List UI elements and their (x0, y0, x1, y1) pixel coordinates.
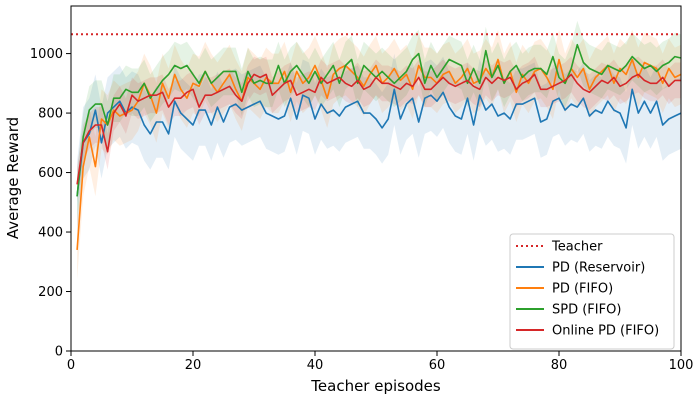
band-3 (77, 56, 682, 203)
legend: Teacher PD (Reservoir) PD (FIFO) SPD (FIFO)… (509, 233, 675, 350)
y-tick-label-2: 400 (38, 226, 63, 241)
series-line-2 (76, 43, 682, 197)
legend-label-3: SPD (FIFO) (552, 303, 621, 318)
y-tick-label-3: 600 (38, 166, 63, 181)
legend-label-2: PD (FIFO) (552, 282, 613, 297)
legend-box (509, 233, 675, 350)
y-axis-ticks: 0 200 400 600 800 1000 (30, 47, 71, 360)
y-tick-label-1: 200 (38, 285, 63, 300)
x-tick-label-0: 0 (67, 358, 75, 373)
x-axis-ticks: 0 20 40 60 80 100 (67, 351, 694, 373)
x-tick-label-3: 60 (429, 358, 446, 373)
y-tick-label-0: 0 (55, 345, 63, 360)
series-line-0 (76, 88, 682, 197)
band-1 (77, 29, 682, 280)
legend-label-0: Teacher (551, 240, 603, 255)
x-axis-label: Teacher episodes (310, 377, 441, 395)
y-tick-label-5: 1000 (30, 47, 63, 62)
plot-frame (70, 5, 682, 352)
series-lines (76, 43, 682, 250)
series-line-3 (76, 73, 681, 185)
x-tick-label-2: 40 (307, 358, 324, 373)
x-tick-label-1: 20 (185, 358, 202, 373)
x-tick-label-5: 100 (669, 358, 694, 373)
y-tick-label-4: 800 (38, 107, 63, 122)
legend-label-4: Online PD (FIFO) (552, 324, 659, 339)
legend-label-1: PD (Reservoir) (552, 261, 645, 276)
x-tick-label-4: 80 (551, 358, 568, 373)
band-0 (77, 53, 682, 232)
y-axis-label: Average Reward (4, 117, 22, 239)
